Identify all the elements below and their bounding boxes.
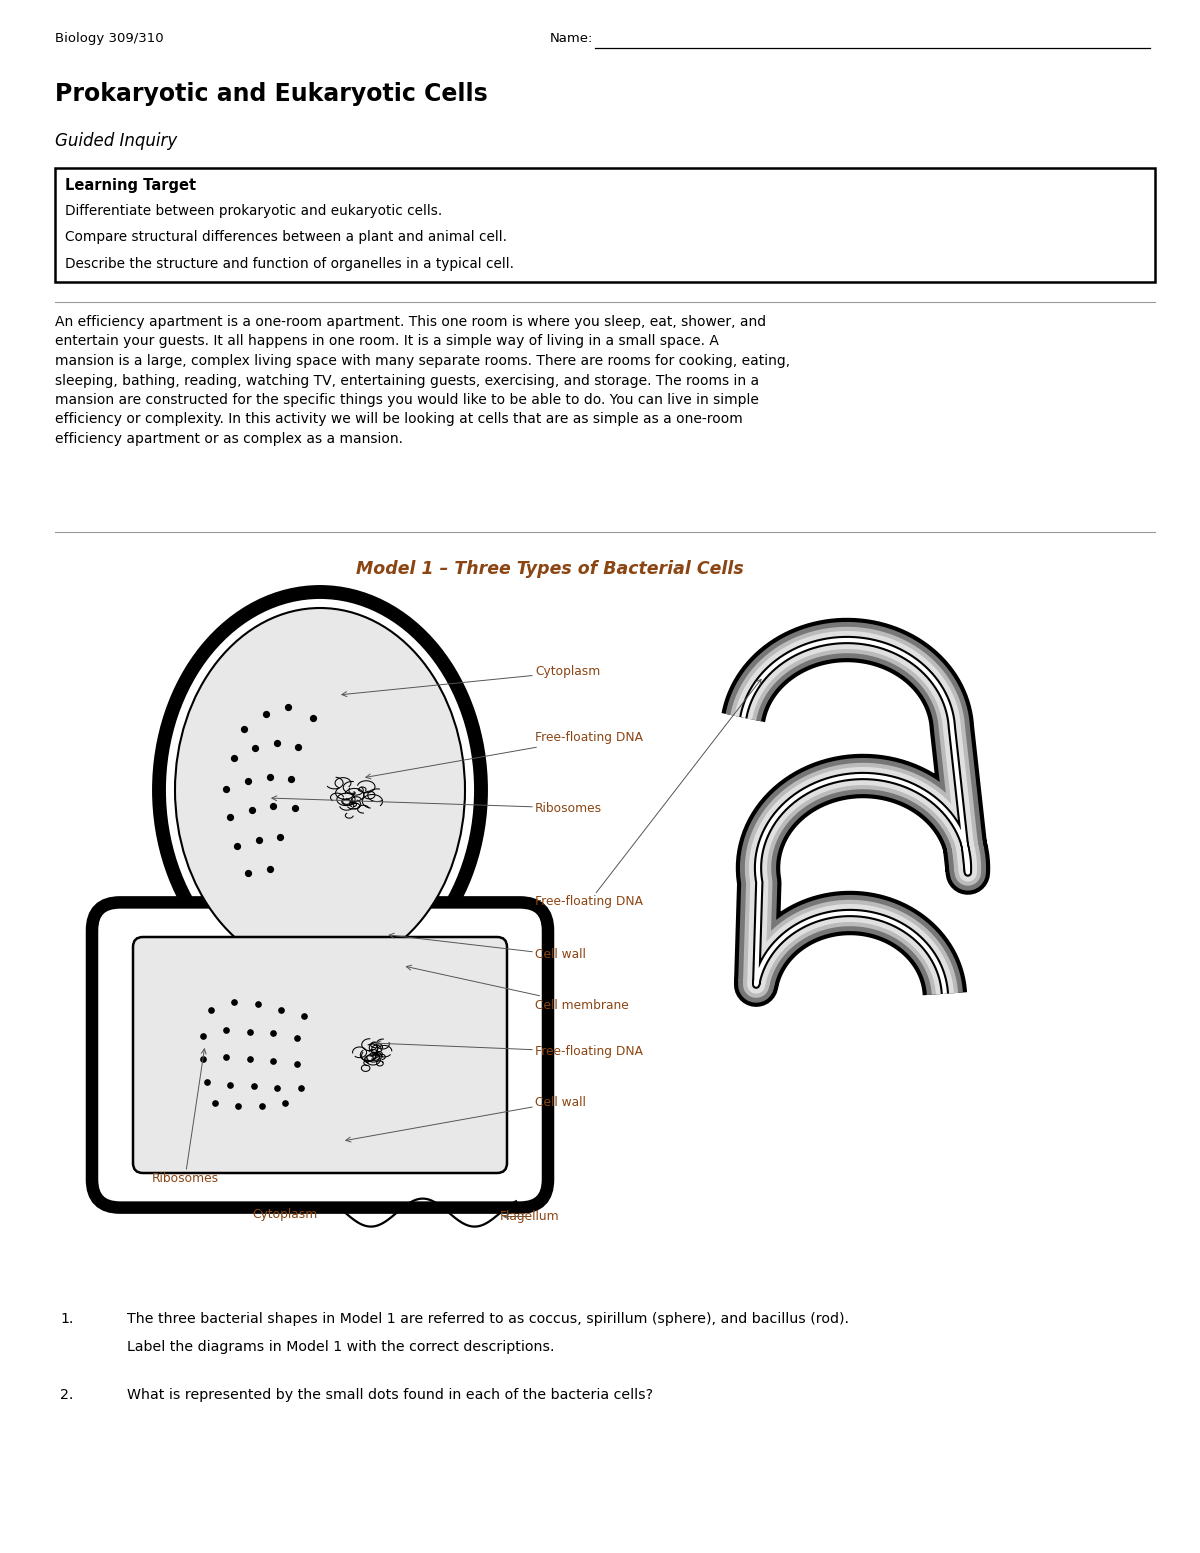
Text: Guided Inquiry: Guided Inquiry bbox=[55, 132, 178, 151]
Text: Cell wall: Cell wall bbox=[389, 933, 586, 961]
Text: 1.: 1. bbox=[60, 1312, 73, 1326]
Text: Free-floating DNA: Free-floating DNA bbox=[366, 731, 643, 780]
Text: Prokaryotic and Eukaryotic Cells: Prokaryotic and Eukaryotic Cells bbox=[55, 82, 487, 106]
Text: Biology 309/310: Biology 309/310 bbox=[55, 33, 163, 45]
Text: Describe the structure and function of organelles in a typical cell.: Describe the structure and function of o… bbox=[65, 256, 514, 272]
Text: Free-floating DNA: Free-floating DNA bbox=[376, 1041, 643, 1059]
Text: Cytoplasm: Cytoplasm bbox=[252, 1208, 318, 1221]
FancyBboxPatch shape bbox=[133, 936, 508, 1173]
Text: Cytoplasm: Cytoplasm bbox=[342, 666, 600, 697]
FancyBboxPatch shape bbox=[55, 168, 1154, 283]
Text: Differentiate between prokaryotic and eukaryotic cells.: Differentiate between prokaryotic and eu… bbox=[65, 203, 443, 217]
Text: Free-floating DNA: Free-floating DNA bbox=[535, 679, 761, 909]
Ellipse shape bbox=[175, 609, 466, 972]
Text: Name:: Name: bbox=[550, 33, 593, 45]
Text: 2.: 2. bbox=[60, 1388, 73, 1402]
Text: Compare structural differences between a plant and animal cell.: Compare structural differences between a… bbox=[65, 230, 508, 244]
Text: Cell wall: Cell wall bbox=[346, 1095, 586, 1141]
Text: Model 1 – Three Types of Bacterial Cells: Model 1 – Three Types of Bacterial Cells bbox=[356, 561, 744, 578]
Text: Label the diagrams in Model 1 with the correct descriptions.: Label the diagrams in Model 1 with the c… bbox=[127, 1340, 554, 1354]
Text: An efficiency apartment is a one-room apartment. This one room is where you slee: An efficiency apartment is a one-room ap… bbox=[55, 315, 790, 446]
Text: Flagellum: Flagellum bbox=[500, 1210, 560, 1224]
Text: Cell membrane: Cell membrane bbox=[407, 966, 629, 1011]
Text: Ribosomes: Ribosomes bbox=[151, 1048, 218, 1185]
Text: The three bacterial shapes in Model 1 are referred to as coccus, spirillum (sphe: The three bacterial shapes in Model 1 ar… bbox=[127, 1312, 850, 1326]
FancyBboxPatch shape bbox=[92, 902, 548, 1208]
Text: What is represented by the small dots found in each of the bacteria cells?: What is represented by the small dots fo… bbox=[127, 1388, 653, 1402]
Text: Learning Target: Learning Target bbox=[65, 179, 196, 193]
Ellipse shape bbox=[158, 592, 481, 988]
Text: Ribosomes: Ribosomes bbox=[272, 795, 602, 814]
